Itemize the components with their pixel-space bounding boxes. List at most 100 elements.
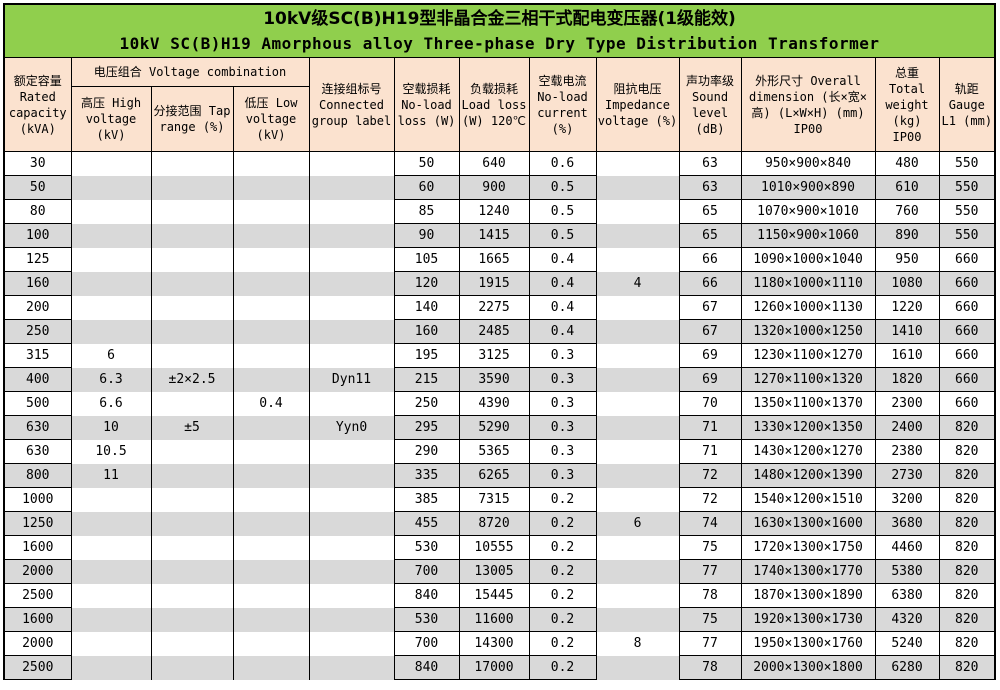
cell-weight: 950 xyxy=(874,247,940,272)
cell-noload: 530 xyxy=(393,535,460,560)
cell-hv xyxy=(70,607,152,632)
cell-weight: 890 xyxy=(874,223,940,248)
cell-gauge: 550 xyxy=(938,175,996,200)
cell-group xyxy=(308,463,395,488)
cell-dim: 950×900×840 xyxy=(740,151,876,176)
cell-capacity: 630 xyxy=(3,415,72,440)
table-row: 800 11 335 6265 0.3 72 1480×1200×1390 2730 820 xyxy=(3,463,996,488)
col-header-high-voltage: 高压 High voltage (kV) xyxy=(70,86,152,152)
cell-lv xyxy=(232,151,310,176)
cell-gauge: 550 xyxy=(938,223,996,248)
cell-current: 0.5 xyxy=(528,223,597,248)
cell-group xyxy=(308,439,395,464)
table-row: 1000 385 7315 0.2 72 1540×1200×1510 3200 820 xyxy=(3,487,996,512)
cell-impedance xyxy=(595,319,680,344)
cell-impedance: 4 xyxy=(595,271,680,296)
cell-gauge: 820 xyxy=(938,583,996,608)
cell-group xyxy=(308,535,395,560)
cell-impedance xyxy=(595,295,680,320)
cell-sound: 70 xyxy=(678,391,742,416)
cell-current: 0.5 xyxy=(528,199,597,224)
cell-load: 1415 xyxy=(458,223,530,248)
cell-load: 14300 xyxy=(458,631,530,656)
cell-weight: 3200 xyxy=(874,487,940,512)
table-row: 30 50 640 0.6 63 950×900×840 480 550 xyxy=(3,151,996,176)
cell-sound: 77 xyxy=(678,631,742,656)
cell-sound: 66 xyxy=(678,271,742,296)
col-header-voltage-combination: 电压组合 Voltage combination xyxy=(70,57,310,87)
cell-lv xyxy=(232,199,310,224)
cell-gauge: 820 xyxy=(938,415,996,440)
cell-tap xyxy=(150,655,234,680)
cell-weight: 1220 xyxy=(874,295,940,320)
page: 10kV级SC(B)H19型非晶合金三相干式配电变压器(1级能效) 10kV S… xyxy=(3,3,997,680)
cell-impedance xyxy=(595,367,680,392)
cell-lv xyxy=(232,559,310,584)
cell-current: 0.3 xyxy=(528,415,597,440)
cell-lv xyxy=(232,271,310,296)
cell-current: 0.4 xyxy=(528,295,597,320)
cell-capacity: 630 xyxy=(3,439,72,464)
col-header-sound-level: 声功率级 Sound level (dB) xyxy=(678,57,742,152)
cell-gauge: 820 xyxy=(938,535,996,560)
cell-sound: 75 xyxy=(678,607,742,632)
cell-tap xyxy=(150,223,234,248)
cell-sound: 69 xyxy=(678,367,742,392)
cell-capacity: 1000 xyxy=(3,487,72,512)
cell-noload: 195 xyxy=(393,343,460,368)
cell-weight: 2300 xyxy=(874,391,940,416)
cell-hv xyxy=(70,655,152,680)
cell-tap xyxy=(150,319,234,344)
cell-current: 0.2 xyxy=(528,607,597,632)
cell-capacity: 2500 xyxy=(3,583,72,608)
cell-sound: 71 xyxy=(678,415,742,440)
cell-impedance xyxy=(595,655,680,680)
cell-tap xyxy=(150,151,234,176)
cell-impedance xyxy=(595,607,680,632)
cell-gauge: 660 xyxy=(938,391,996,416)
table-row: 630 10.5 290 5365 0.3 71 1430×1200×1270 2380 820 xyxy=(3,439,996,464)
col-header-no-load-current: 空载电流 No-load current (%) xyxy=(528,57,597,152)
cell-gauge: 660 xyxy=(938,343,996,368)
cell-dim: 1920×1300×1730 xyxy=(740,607,876,632)
cell-current: 0.4 xyxy=(528,247,597,272)
table-row: 315 6 195 3125 0.3 69 1230×1100×1270 1610 660 xyxy=(3,343,996,368)
cell-noload: 295 xyxy=(393,415,460,440)
cell-dim: 1540×1200×1510 xyxy=(740,487,876,512)
cell-current: 0.2 xyxy=(528,631,597,656)
table-row: 80 85 1240 0.5 65 1070×900×1010 760 550 xyxy=(3,199,996,224)
cell-sound: 72 xyxy=(678,463,742,488)
cell-group xyxy=(308,271,395,296)
transformer-spec-table: 10kV级SC(B)H19型非晶合金三相干式配电变压器(1级能效) 10kV S… xyxy=(3,3,997,680)
cell-capacity: 800 xyxy=(3,463,72,488)
cell-capacity: 1600 xyxy=(3,535,72,560)
cell-gauge: 660 xyxy=(938,295,996,320)
cell-current: 0.6 xyxy=(528,151,597,176)
cell-weight: 1610 xyxy=(874,343,940,368)
cell-tap xyxy=(150,607,234,632)
cell-dim: 1740×1300×1770 xyxy=(740,559,876,584)
table-row: 2500 840 17000 0.2 78 2000×1300×1800 6280 820 xyxy=(3,655,996,680)
cell-current: 0.2 xyxy=(528,511,597,536)
cell-gauge: 820 xyxy=(938,439,996,464)
cell-dim: 1430×1200×1270 xyxy=(740,439,876,464)
cell-dim: 1150×900×1060 xyxy=(740,223,876,248)
cell-tap xyxy=(150,535,234,560)
cell-gauge: 820 xyxy=(938,511,996,536)
table-row: 100 90 1415 0.5 65 1150×900×1060 890 550 xyxy=(3,223,996,248)
cell-weight: 2380 xyxy=(874,439,940,464)
cell-tap xyxy=(150,511,234,536)
cell-group xyxy=(308,343,395,368)
cell-dim: 1180×1000×1110 xyxy=(740,271,876,296)
cell-gauge: 820 xyxy=(938,631,996,656)
table-row: 2000 700 14300 0.2 8 77 1950×1300×1760 5240 820 xyxy=(3,631,996,656)
cell-gauge: 550 xyxy=(938,151,996,176)
col-header-connected-group: 连接组标号 Connected group label xyxy=(308,57,395,152)
col-header-no-load-loss: 空载损耗 No-load loss (W) xyxy=(393,57,460,152)
cell-impedance xyxy=(595,487,680,512)
cell-sound: 78 xyxy=(678,655,742,680)
cell-hv xyxy=(70,295,152,320)
cell-load: 17000 xyxy=(458,655,530,680)
cell-dim: 1630×1300×1600 xyxy=(740,511,876,536)
table-row: 2500 840 15445 0.2 78 1870×1300×1890 6380 820 xyxy=(3,583,996,608)
